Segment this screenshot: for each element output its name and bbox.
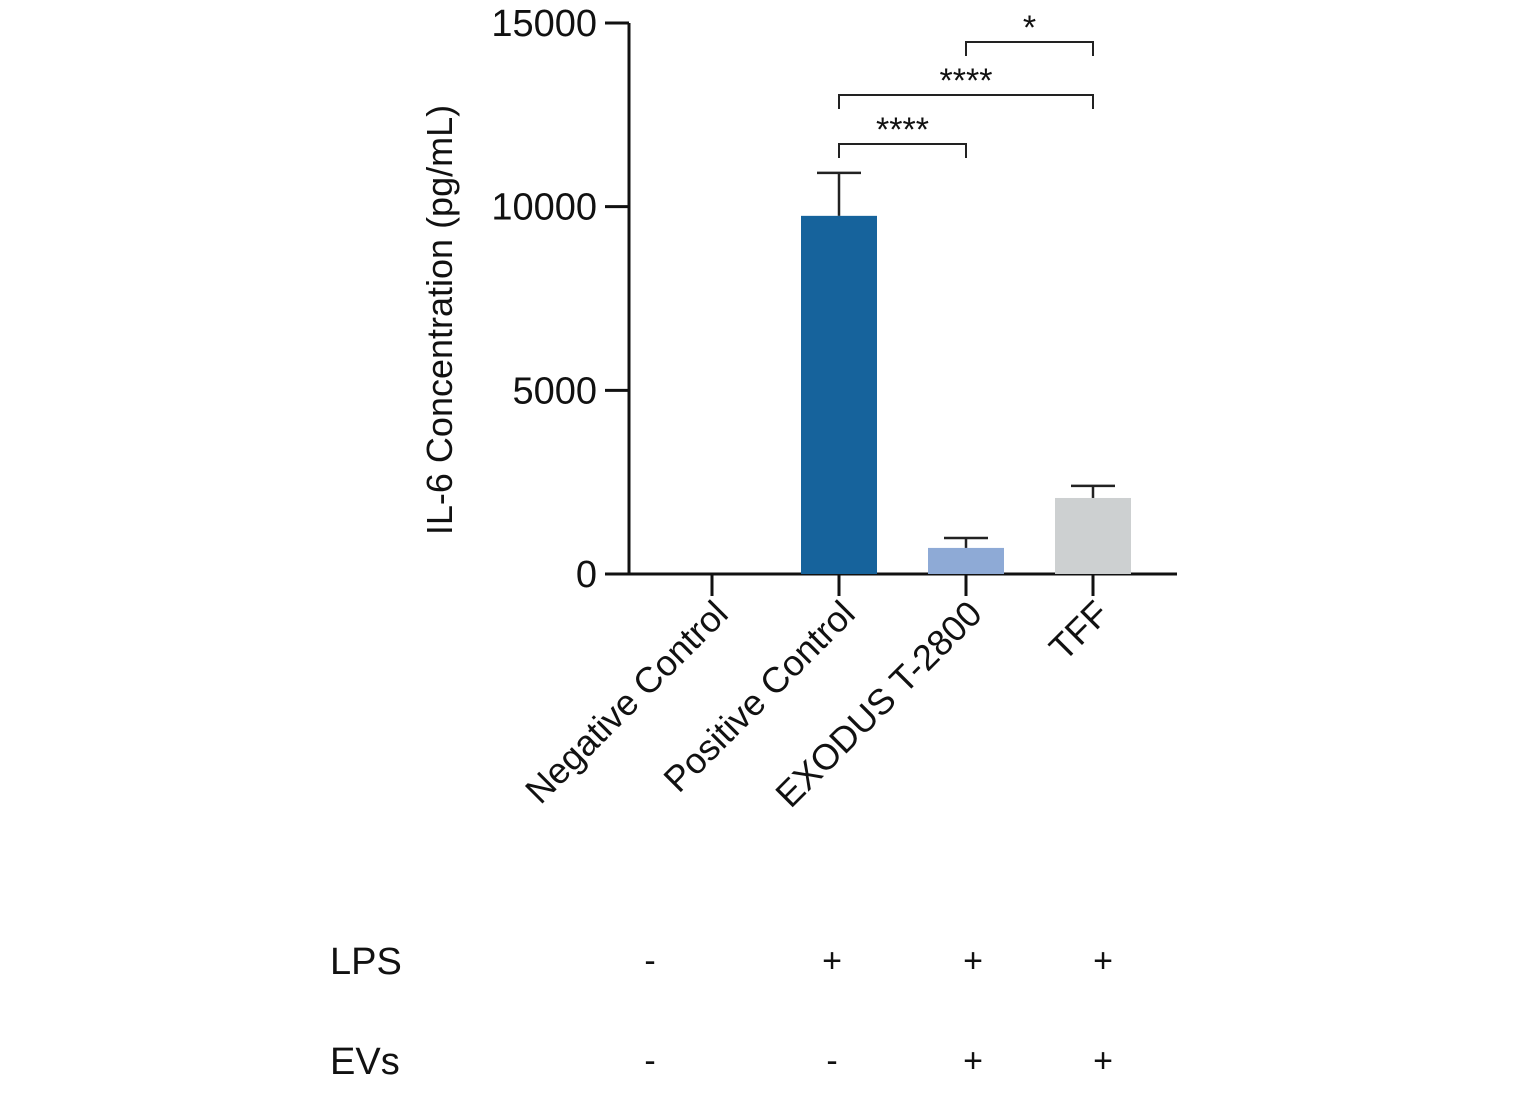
- y-tick-label: 5000: [512, 370, 597, 412]
- condition-label-evs: EVs: [330, 1041, 400, 1083]
- significance-bracket: [838, 94, 1094, 109]
- y-tick-label: 10000: [491, 187, 597, 229]
- significance-bracket: [965, 41, 1094, 56]
- y-axis-label: IL-6 Concentration (pg/mL): [419, 105, 460, 535]
- condition-value: +: [1093, 1042, 1113, 1080]
- bar-positive-control: [801, 215, 877, 574]
- significance-label: ****: [940, 62, 993, 100]
- condition-table: LPS - + + + EVs - - + +: [330, 941, 1113, 1083]
- y-tick-label: 15000: [491, 3, 597, 45]
- condition-value: +: [822, 942, 842, 980]
- significance-brackets: *********: [838, 9, 1094, 158]
- x-tick-label: TFF: [1041, 593, 1117, 669]
- bars: [801, 171, 1131, 574]
- significance-label: *: [1023, 9, 1036, 47]
- condition-value: +: [963, 1042, 983, 1080]
- condition-label-lps: LPS: [330, 941, 402, 983]
- y-tick-label: 0: [576, 554, 597, 596]
- condition-value: +: [1093, 942, 1113, 980]
- bar-tff: [1055, 497, 1131, 574]
- condition-value: -: [826, 1042, 837, 1080]
- condition-value: +: [963, 942, 983, 980]
- condition-value: -: [644, 942, 655, 980]
- significance-label: ****: [876, 111, 929, 149]
- bar-exodus-t-2800: [928, 547, 1004, 574]
- condition-value: -: [644, 1042, 655, 1080]
- significance-bracket: [838, 143, 967, 158]
